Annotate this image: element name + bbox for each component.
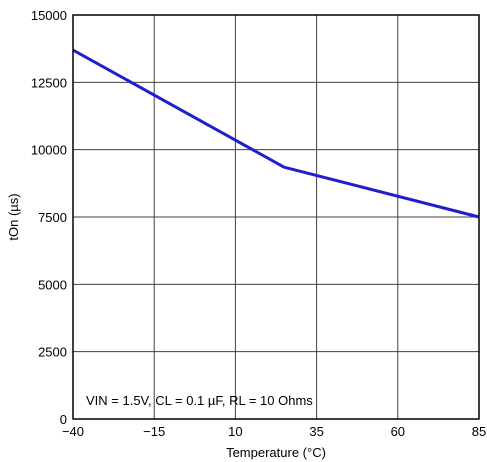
- x-axis-label: Temperature (°C): [226, 445, 326, 460]
- chart-annotation: VIN = 1.5V, CL = 0.1 µF, RL = 10 Ohms: [86, 393, 313, 408]
- x-tick-label: 60: [391, 424, 405, 439]
- x-tick-label: −40: [62, 424, 84, 439]
- x-tick-label: 10: [228, 424, 242, 439]
- y-tick-label: 12500: [31, 75, 67, 90]
- y-tick-label: 0: [60, 412, 67, 427]
- y-axis-label: tOn (µs): [6, 193, 21, 240]
- grid-lines: [73, 15, 479, 419]
- y-tick-label: 15000: [31, 8, 67, 23]
- series-layer: [72, 48, 480, 219]
- x-tick-label: 35: [309, 424, 323, 439]
- plot-frame: [72, 14, 480, 420]
- y-tick-label: 5000: [38, 277, 67, 292]
- tick-labels: −40 −15 10 35 60 85 0 2500 5000 7500 10000 12500 150…: [31, 8, 486, 439]
- y-tick-label: 2500: [38, 345, 67, 360]
- y-tick-label: 10000: [31, 143, 67, 158]
- y-tick-label: 7500: [38, 210, 67, 225]
- x-tick-label: 85: [472, 424, 486, 439]
- series-line: [72, 48, 480, 219]
- x-tick-label: −15: [143, 424, 165, 439]
